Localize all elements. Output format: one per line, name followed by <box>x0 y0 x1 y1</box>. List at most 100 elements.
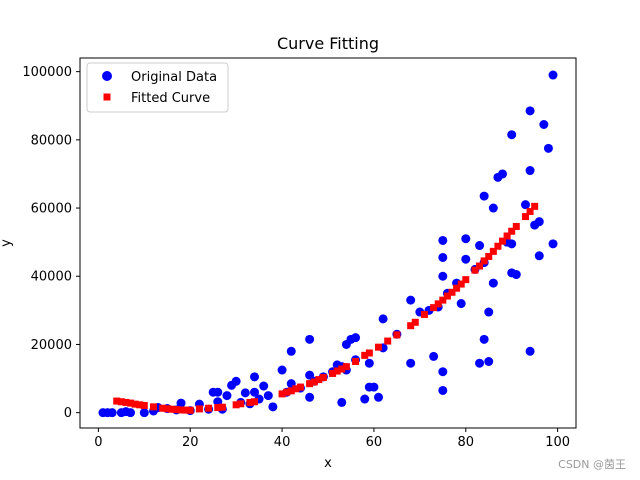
original-data-point <box>511 270 521 280</box>
fitted-curve-point <box>172 406 180 414</box>
x-tick-label: 40 <box>274 435 291 450</box>
original-data-point <box>438 252 448 262</box>
fitted-curve-point <box>329 369 337 377</box>
original-data-point <box>484 357 494 367</box>
x-tick-label: 80 <box>458 435 475 450</box>
fitted-curve-point <box>136 401 144 409</box>
fitted-curve-point <box>457 280 465 288</box>
fitted-curve-point <box>205 404 213 412</box>
fitted-curve-point <box>232 401 240 409</box>
fitted-curve-point <box>131 400 139 408</box>
original-data-point <box>406 358 416 368</box>
original-data-point <box>213 387 223 397</box>
original-data-point <box>525 166 535 176</box>
fitted-curve-point <box>407 322 415 330</box>
fitted-curve-point <box>365 349 373 357</box>
original-data-point <box>475 358 485 368</box>
fitted-curve-point <box>182 406 190 414</box>
fitted-curve-point <box>531 202 539 210</box>
original-data-point <box>369 382 379 392</box>
fitted-curve-point <box>292 385 300 393</box>
fitted-curve-point <box>306 380 314 388</box>
fitted-curve-point <box>485 252 493 260</box>
x-tick-label: 100 <box>545 435 570 450</box>
fitted-curve-point <box>430 304 438 312</box>
fitted-curve-point <box>439 296 447 304</box>
fitted-curve-point <box>315 376 323 384</box>
fitted-curve-point <box>296 383 304 391</box>
fitted-curve-point <box>168 405 176 413</box>
fitted-curve-point <box>480 257 488 265</box>
fitted-curve-point <box>508 227 516 235</box>
original-data-point <box>479 191 489 201</box>
original-data-point <box>337 397 347 407</box>
fitted-curve-point <box>443 292 451 300</box>
fitted-curve-point <box>361 351 369 359</box>
original-data-point <box>277 365 287 375</box>
watermark: CSDN @茵王 <box>558 458 626 471</box>
fitted-curve-point <box>462 276 470 284</box>
original-data-point <box>548 70 558 80</box>
x-tick-label: 20 <box>182 435 199 450</box>
original-data-point <box>488 203 498 213</box>
fitted-curve-point <box>375 343 383 351</box>
original-data-point <box>240 388 250 398</box>
fitted-curve-point <box>186 406 194 414</box>
original-data-point <box>484 307 494 317</box>
y-axis-title: y <box>0 239 14 247</box>
x-axis: 0 20 40 60 80 100 <box>94 428 570 450</box>
fitted-curve-point <box>246 398 254 406</box>
fitted-curve-point <box>127 399 135 407</box>
original-data-point <box>222 391 232 401</box>
fitted-curve-point <box>434 300 442 308</box>
fitted-curve-point <box>342 363 350 371</box>
fitted-curve-point <box>177 406 185 414</box>
original-data-point <box>438 367 448 377</box>
original-data-point <box>139 408 149 418</box>
fitted-curve-point <box>494 242 502 250</box>
fitted-curve-point <box>122 398 130 406</box>
fitted-curve-point <box>278 390 286 398</box>
original-data-point <box>525 346 535 356</box>
original-data-point <box>250 372 260 382</box>
original-data-point <box>360 394 370 404</box>
fitted-curve-point <box>471 266 479 274</box>
original-data-point <box>378 314 388 324</box>
fitted-curve-point <box>283 388 291 396</box>
original-data-point <box>351 333 361 343</box>
original-data-point <box>534 217 544 227</box>
fitted-curve-point <box>310 378 318 386</box>
original-data-point <box>438 235 448 245</box>
fitted-curve-point <box>526 207 534 215</box>
x-axis-title: x <box>324 456 332 471</box>
original-data-point <box>543 143 553 153</box>
original-data-point <box>305 334 315 344</box>
fitted-curve-point <box>420 310 428 318</box>
fitted-curve-point <box>163 405 171 413</box>
fitted-curve-point <box>448 288 456 296</box>
fitted-curve-point <box>159 404 167 412</box>
original-data-point <box>498 169 508 179</box>
y-tick-label: 60000 <box>31 202 72 217</box>
original-data-point <box>176 398 186 408</box>
original-data-point <box>107 408 117 418</box>
original-data-point <box>548 239 558 249</box>
original-data-point <box>438 271 448 281</box>
original-data-point <box>231 376 241 386</box>
fitted-curve-point <box>149 403 157 411</box>
legend-label-fitted-curve: Fitted Curve <box>131 91 210 106</box>
original-data-point <box>305 392 315 402</box>
original-data-point <box>456 299 466 309</box>
fitted-curve-point <box>333 367 341 375</box>
y-tick-label: 100000 <box>22 65 72 80</box>
fitted-curve-point <box>489 247 497 255</box>
x-tick-label: 60 <box>366 435 383 450</box>
original-data-point <box>461 254 471 264</box>
y-axis: 0 20000 40000 60000 80000 100000 <box>22 65 80 421</box>
fitted-curve-point <box>512 222 520 230</box>
data-layer <box>98 70 558 418</box>
original-data-point <box>263 391 273 401</box>
original-data-point <box>475 241 485 251</box>
fitted-curve-point <box>476 262 484 270</box>
